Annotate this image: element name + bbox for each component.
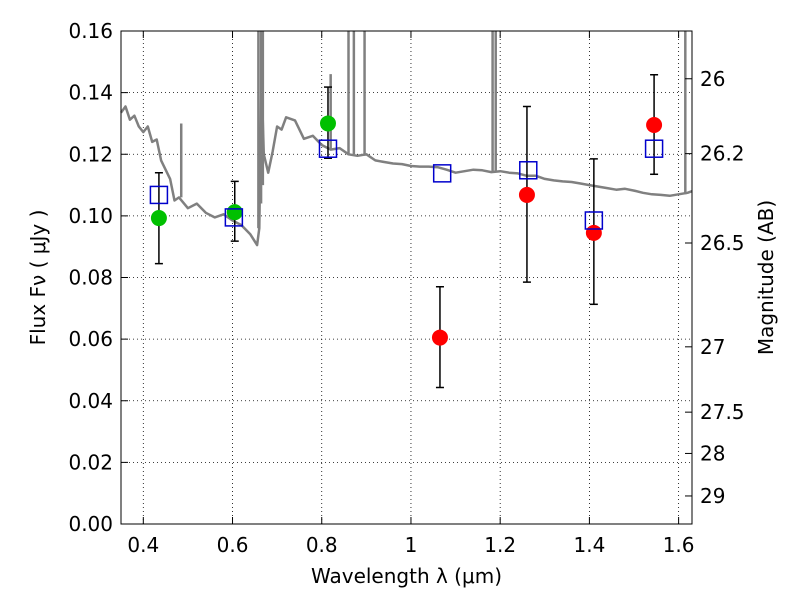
x-tick-label: 1.6 [663,533,695,557]
y-tick-label: 0.04 [68,389,113,413]
y2-tick-label: 26.5 [700,231,745,255]
y2-tick-label: 28 [700,441,725,465]
y-axis-title: Flux Fν ( μJy ) [26,210,50,346]
y2-tick-label: 27.5 [700,400,745,424]
model-point [224,208,244,227]
x-tick-label: 1 [405,533,418,557]
y2-tick-label: 26 [700,67,725,91]
ground-point [150,210,167,227]
observed-point [518,186,535,203]
model-point [584,211,604,230]
model-point [432,164,452,183]
y2-tick-label: 29 [700,484,725,508]
y2-tick-label: 27 [700,335,725,359]
plot-frame [120,30,693,525]
y-tick-label: 0.06 [68,327,113,351]
y-tick-label: 0.02 [68,450,113,474]
y-tick-label: 0.08 [68,266,113,290]
y2-tick-label: 26.2 [700,142,745,166]
observed-point [585,224,602,241]
observed-point [646,116,663,133]
observed-point [431,329,448,346]
y-tick-label: 0.00 [68,512,113,536]
y-tick-label: 0.16 [68,19,113,43]
x-tick-label: 1.4 [573,533,605,557]
ticks: 0.4 0.6 0.8 1 1.2 1.4 1.6 0.00 0.02 0.04 0.06 0.08 0… [68,19,744,557]
x-axis-title: Wavelength λ (μm) [311,564,502,588]
x-tick-label: 1.2 [484,533,516,557]
ground-point [226,204,243,221]
model-point [644,139,664,158]
template-line [119,75,693,247]
y-tick-label: 0.12 [68,142,113,166]
model-point [519,161,538,180]
markers [149,115,664,346]
grid [121,30,692,525]
y-tick-label: 0.14 [68,81,113,105]
y2-axis-title: Magnitude (AB) [754,200,778,355]
x-tick-label: 0.6 [217,533,249,557]
ground-point [319,115,336,132]
model-point [318,139,338,158]
x-tick-label: 0.8 [306,533,338,557]
error-bars [154,74,659,389]
template-spectrum [119,31,693,247]
x-tick-label: 0.4 [127,533,159,557]
model-point [149,185,169,205]
y-tick-label: 0.10 [68,204,113,228]
